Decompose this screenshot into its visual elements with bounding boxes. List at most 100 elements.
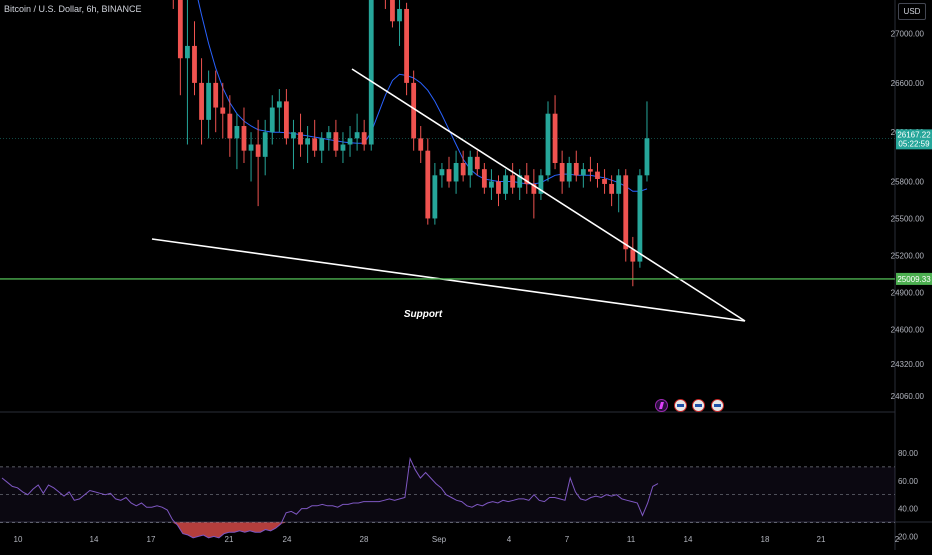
candle-body: [446, 169, 452, 182]
candle-body: [177, 0, 183, 59]
candle-body: [637, 175, 643, 262]
time-tick-label: 28: [360, 535, 369, 544]
us-flag-event-icon[interactable]: [692, 399, 705, 412]
time-tick-label: 17: [147, 535, 156, 544]
price-tick-label: 27000.00: [891, 30, 925, 39]
moving-average-line: [197, 0, 648, 192]
candle-body: [354, 132, 360, 139]
candle-body: [298, 132, 303, 145]
candle-body: [623, 175, 629, 250]
time-tick-label: 2: [895, 535, 900, 544]
price-tick-label: 24600.00: [891, 325, 925, 334]
candle-body: [531, 183, 537, 194]
candle-body: [588, 169, 593, 172]
candle-body: [481, 169, 487, 188]
candle-body: [312, 138, 318, 151]
rsi-tick-label: 60.00: [898, 477, 919, 486]
candle-body: [255, 144, 261, 157]
candle-body: [630, 249, 636, 262]
price-tick-label: 24060.00: [891, 392, 925, 401]
candle-body: [305, 138, 311, 145]
candle-body: [269, 107, 275, 133]
lower-trendline: [151, 238, 746, 322]
candle-body: [284, 101, 289, 139]
candle-body: [262, 132, 268, 157]
candle-body: [368, 0, 374, 145]
candle-body: [616, 175, 622, 194]
rsi-tick-label: 40.00: [898, 505, 919, 514]
candle-body: [489, 181, 494, 188]
candle-body: [467, 156, 473, 176]
candle-body: [411, 82, 417, 139]
current-price-tag: [896, 129, 932, 150]
price-tick-label: 25800.00: [891, 177, 925, 186]
candle-body: [192, 45, 197, 83]
upper-trendline: [351, 68, 746, 322]
time-tick-label: 18: [761, 535, 770, 544]
candle-body: [559, 162, 565, 182]
candle-body: [503, 175, 508, 194]
candle-body: [538, 175, 544, 194]
current-price-label: 26167.22: [897, 130, 931, 139]
time-tick-label: 21: [817, 535, 826, 544]
rsi-line: [1, 456, 659, 539]
currency-button[interactable]: USD: [898, 3, 926, 20]
candle-body: [552, 113, 558, 163]
time-tick-label: 7: [565, 535, 570, 544]
candle-body: [347, 138, 353, 145]
candle-body: [566, 162, 572, 182]
candle-body: [291, 132, 296, 139]
rsi-tick-label: 20.00: [898, 532, 919, 541]
candle-body: [474, 156, 480, 170]
rsi-oversold-fill: [172, 522, 287, 538]
candle-body: [319, 138, 325, 151]
candle-body: [602, 179, 607, 184]
candle-body: [460, 162, 466, 176]
candle-body: [361, 132, 367, 145]
time-tick-label: 10: [14, 535, 23, 544]
candle-body: [390, 0, 395, 22]
candle-body: [439, 169, 445, 176]
candle-body: [573, 162, 579, 176]
price-tick-label: 26600.00: [891, 79, 925, 88]
support-label: Support: [404, 309, 443, 320]
candle-body: [397, 8, 402, 22]
candle-body: [185, 45, 190, 59]
candle-body: [333, 132, 339, 151]
candle-body: [227, 113, 233, 139]
candle-body: [496, 181, 501, 194]
us-flag-event-icon[interactable]: [711, 399, 724, 412]
candle-body: [220, 107, 226, 114]
candle-body: [276, 101, 282, 108]
candle-body: [644, 138, 650, 176]
candle-body: [326, 132, 332, 139]
candle-body: [206, 82, 212, 120]
support-price-tag: [896, 272, 932, 285]
time-tick-label: Sep: [432, 535, 447, 544]
rsi-tick-label: 80.00: [898, 449, 919, 458]
candle-body: [199, 82, 204, 120]
candle-body: [510, 175, 516, 188]
candle-body: [340, 144, 346, 151]
time-tick-label: 24: [283, 535, 292, 544]
candle-body: [234, 126, 240, 139]
earnings-icon[interactable]: [655, 399, 668, 412]
time-tick-label: 11: [627, 535, 636, 544]
candle-body: [524, 175, 530, 184]
price-tick-label: 25200.00: [891, 251, 925, 260]
countdown-label: 05:22:59: [898, 139, 930, 148]
time-tick-label: 4: [507, 535, 512, 544]
candle-body: [418, 138, 424, 151]
candle-body: [580, 169, 586, 176]
us-flag-event-icon[interactable]: [674, 399, 687, 412]
candle-body: [432, 175, 438, 219]
time-tick-label: 14: [684, 535, 693, 544]
candle-body: [545, 113, 551, 176]
candle-body: [595, 171, 600, 180]
time-tick-label: 21: [225, 535, 234, 544]
price-tick-label: 24900.00: [891, 288, 925, 297]
time-tick-label: 14: [90, 535, 99, 544]
candle-body: [241, 126, 247, 151]
